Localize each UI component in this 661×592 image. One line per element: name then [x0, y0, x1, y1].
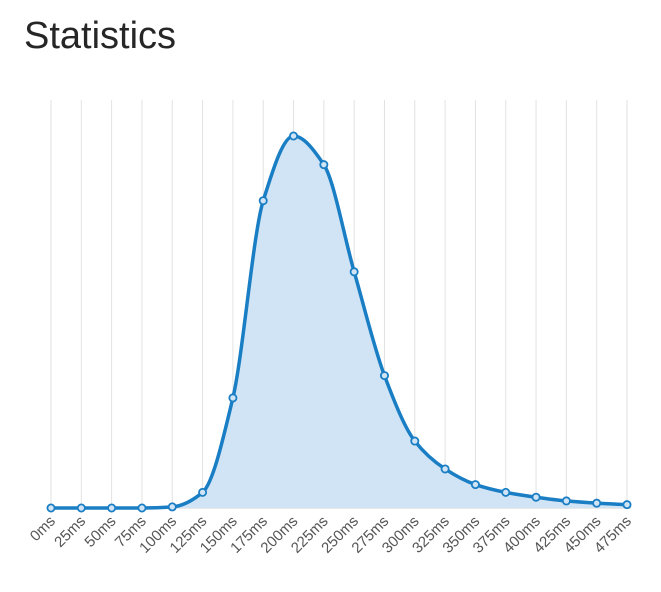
page-title: Statistics: [24, 15, 177, 57]
data-point-200ms[interactable]: [289, 131, 299, 141]
data-point-375ms[interactable]: [501, 487, 511, 497]
data-point-75ms[interactable]: [137, 503, 147, 513]
data-point-0ms[interactable]: [46, 503, 56, 513]
x-tick-label: 50ms: [81, 513, 119, 551]
data-point-275ms[interactable]: [379, 371, 389, 381]
data-point-425ms[interactable]: [561, 496, 571, 506]
x-axis-labels: 0ms25ms50ms75ms100ms125ms150ms175ms200ms…: [27, 513, 635, 557]
series-area-fill: [51, 136, 627, 508]
data-point-125ms[interactable]: [198, 487, 208, 497]
data-point-100ms[interactable]: [167, 502, 177, 512]
data-point-175ms[interactable]: [258, 196, 268, 206]
series-line: [49, 134, 629, 510]
data-points: [46, 131, 632, 513]
series-line-path: [49, 134, 629, 510]
data-point-50ms[interactable]: [107, 503, 117, 513]
data-point-400ms[interactable]: [531, 492, 541, 502]
data-point-25ms[interactable]: [76, 503, 86, 513]
data-point-225ms[interactable]: [319, 160, 329, 170]
data-point-325ms[interactable]: [440, 464, 450, 474]
x-tick-label: 25ms: [51, 513, 89, 551]
data-point-350ms[interactable]: [470, 480, 480, 490]
series-area: [51, 136, 627, 508]
data-point-250ms[interactable]: [349, 267, 359, 277]
data-point-450ms[interactable]: [592, 498, 602, 508]
data-point-150ms[interactable]: [228, 393, 238, 403]
data-point-300ms[interactable]: [410, 436, 420, 446]
data-point-475ms[interactable]: [622, 500, 632, 510]
